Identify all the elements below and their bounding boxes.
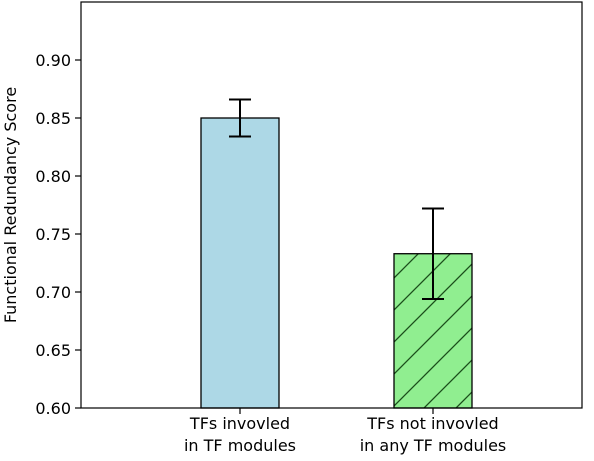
x-tick-label: in TF modules <box>184 436 296 455</box>
bars-layer <box>200 117 473 409</box>
y-tick-label: 0.90 <box>35 51 71 70</box>
plot-frame <box>80 1 583 409</box>
y-tick-label: 0.75 <box>35 225 71 244</box>
y-axis-label: Functional Redundancy Score <box>1 87 20 323</box>
y-tick-label: 0.85 <box>35 109 71 128</box>
error-bars-layer <box>229 98 444 300</box>
y-axis: 0.60 0.65 0.70 0.75 0.80 0.85 0.90 <box>35 51 81 418</box>
y-tick-label: 0.80 <box>35 167 71 186</box>
x-tick-label: TFs not invovled <box>366 414 498 433</box>
y-tick-label: 0.65 <box>35 341 71 360</box>
y-tick-label: 0.60 <box>35 399 71 418</box>
x-tick-label: in any TF modules <box>360 436 507 455</box>
bar-1-fill <box>201 118 279 408</box>
y-tick-label: 0.70 <box>35 283 71 302</box>
x-axis: TFs invovled in TF modules TFs not invovle… <box>184 408 506 455</box>
x-tick-label: TFs invovled <box>189 414 290 433</box>
